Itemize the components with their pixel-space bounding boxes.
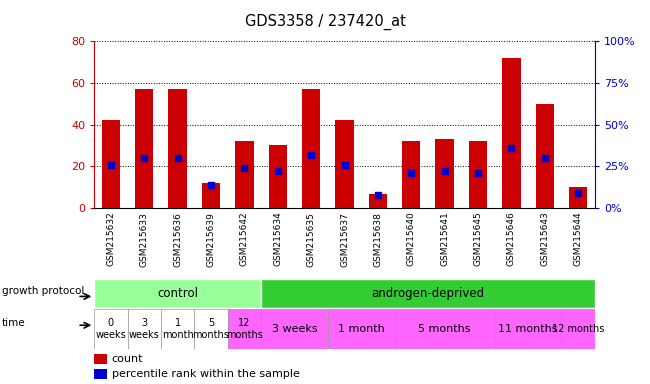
- Bar: [194, 309, 228, 349]
- Text: 1
month: 1 month: [162, 318, 194, 340]
- Bar: [335, 121, 354, 208]
- Point: [473, 170, 483, 176]
- Point: [306, 152, 317, 158]
- Text: growth protocol: growth protocol: [2, 286, 84, 296]
- Text: GSM215644: GSM215644: [573, 212, 582, 266]
- Text: GSM215634: GSM215634: [273, 212, 282, 266]
- Bar: [235, 141, 254, 208]
- Bar: [436, 139, 454, 208]
- Point: [239, 165, 250, 171]
- Bar: [94, 309, 127, 349]
- Bar: [495, 309, 562, 349]
- Bar: [402, 141, 421, 208]
- Text: count: count: [112, 354, 143, 364]
- Text: 11 months: 11 months: [499, 324, 558, 334]
- Bar: [502, 58, 521, 208]
- Point: [206, 182, 216, 188]
- Text: percentile rank within the sample: percentile rank within the sample: [112, 369, 300, 379]
- Text: 5
months: 5 months: [192, 318, 229, 340]
- Text: GSM215642: GSM215642: [240, 212, 249, 266]
- Text: 12 months: 12 months: [552, 324, 605, 334]
- Text: GSM215638: GSM215638: [373, 212, 382, 266]
- Point: [372, 192, 383, 198]
- Bar: [102, 121, 120, 208]
- Bar: [135, 89, 153, 208]
- Bar: [168, 89, 187, 208]
- Text: GSM215640: GSM215640: [407, 212, 416, 266]
- Text: GSM215641: GSM215641: [440, 212, 449, 266]
- Bar: [562, 309, 595, 349]
- Point: [406, 170, 417, 176]
- Bar: [328, 309, 395, 349]
- Point: [573, 190, 583, 196]
- Point: [540, 155, 550, 161]
- Point: [272, 168, 283, 174]
- Bar: [302, 89, 320, 208]
- Text: GSM215643: GSM215643: [540, 212, 549, 266]
- Text: GSM215637: GSM215637: [340, 212, 349, 266]
- Text: GSM215639: GSM215639: [207, 212, 216, 266]
- Text: time: time: [2, 318, 25, 328]
- Point: [106, 162, 116, 168]
- Text: GDS3358 / 237420_at: GDS3358 / 237420_at: [244, 13, 406, 30]
- Text: androgen-deprived: androgen-deprived: [371, 287, 484, 300]
- Bar: [127, 309, 161, 349]
- Bar: [268, 146, 287, 208]
- Bar: [227, 309, 261, 349]
- Bar: [536, 104, 554, 208]
- Text: 0
weeks: 0 weeks: [96, 318, 126, 340]
- Point: [139, 155, 150, 161]
- Text: 5 months: 5 months: [419, 324, 471, 334]
- Point: [439, 168, 450, 174]
- Text: 1 month: 1 month: [338, 324, 385, 334]
- Text: GSM215633: GSM215633: [140, 212, 149, 266]
- Text: control: control: [157, 287, 198, 300]
- Bar: [161, 309, 194, 349]
- Bar: [261, 309, 328, 349]
- Text: GSM215636: GSM215636: [173, 212, 182, 266]
- Bar: [395, 309, 495, 349]
- Text: GSM215632: GSM215632: [107, 212, 116, 266]
- Text: 12
months: 12 months: [226, 318, 263, 340]
- Text: GSM215635: GSM215635: [307, 212, 316, 266]
- FancyBboxPatch shape: [94, 279, 261, 308]
- Bar: [569, 187, 587, 208]
- Bar: [369, 194, 387, 208]
- Text: GSM215646: GSM215646: [507, 212, 516, 266]
- Bar: [94, 354, 107, 364]
- Text: 3 weeks: 3 weeks: [272, 324, 317, 334]
- Bar: [202, 183, 220, 208]
- FancyBboxPatch shape: [261, 279, 595, 308]
- Text: GSM215645: GSM215645: [473, 212, 482, 266]
- Bar: [94, 369, 107, 379]
- Point: [506, 145, 517, 151]
- Point: [172, 155, 183, 161]
- Bar: [469, 141, 487, 208]
- Text: 3
weeks: 3 weeks: [129, 318, 160, 340]
- Point: [339, 162, 350, 168]
